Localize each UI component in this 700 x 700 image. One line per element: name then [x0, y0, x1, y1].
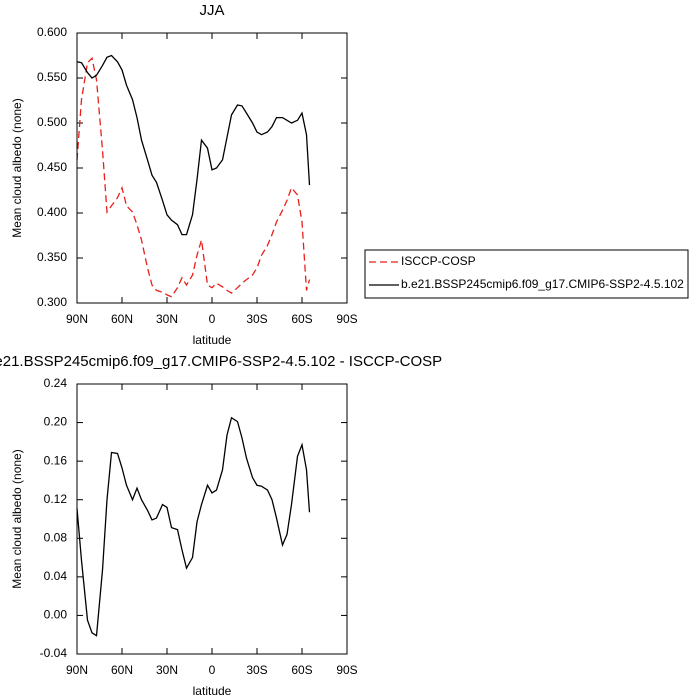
y-tick-label: 0.04: [44, 569, 68, 583]
chart-title: b.e21.BSSP245cmip6.f09_g17.CMIP6-SSP2-4.…: [0, 353, 442, 370]
y-tick-label: 0.350: [37, 250, 67, 264]
x-axis-label: latitude: [193, 684, 232, 698]
x-tick-label: 60S: [291, 663, 312, 677]
chart-title: JJA: [199, 2, 224, 19]
x-tick-label: 90S: [336, 312, 357, 326]
y-tick-label: 0.400: [37, 205, 67, 219]
plot-frame: [76, 383, 348, 655]
y-tick-label: 0.16: [44, 453, 68, 467]
x-tick-label: 30S: [246, 663, 267, 677]
y-axis-label: Mean cloud albedo (none): [10, 98, 24, 237]
x-tick-label: 0: [209, 312, 216, 326]
y-tick-label: 0.24: [44, 376, 68, 390]
x-tick-label: 30S: [246, 312, 267, 326]
x-tick-label: 60N: [111, 663, 133, 677]
x-tick-label: 30N: [156, 663, 178, 677]
y-tick-label: 0.500: [37, 115, 67, 129]
x-tick-label: 90N: [66, 663, 88, 677]
y-tick-label: 0.550: [37, 70, 67, 84]
y-tick-label: 0.08: [44, 530, 68, 544]
series-line: [76, 56, 311, 298]
x-tick-label: 60N: [111, 312, 133, 326]
plot-frame: [76, 32, 348, 304]
legend: ISCCP-COSP b.e21.BSSP245cmip6.f09_g17.CMI…: [364, 249, 689, 299]
x-tick-label: 0: [209, 663, 216, 677]
series-line: [76, 416, 311, 637]
y-tick-label: 0.300: [37, 295, 67, 309]
x-tick-label: 90N: [66, 312, 88, 326]
x-tick-label: 90S: [336, 663, 357, 677]
y-tick-label: 0.450: [37, 160, 67, 174]
y-tick-label: -0.04: [40, 646, 68, 660]
y-axis-label: Mean cloud albedo (none): [10, 449, 24, 588]
y-tick-label: 0.00: [44, 608, 68, 622]
y-tick-label: 0.20: [44, 415, 68, 429]
legend-label: ISCCP-COSP: [401, 254, 476, 268]
y-tick-label: 0.600: [37, 25, 67, 39]
x-tick-label: 60S: [291, 312, 312, 326]
x-axis-label: latitude: [193, 333, 232, 347]
series-line: [76, 54, 311, 236]
y-tick-label: 0.12: [44, 492, 68, 506]
legend-label: b.e21.BSSP245cmip6.f09_g17.CMIP6-SSP2-4.…: [401, 277, 684, 291]
x-tick-label: 30N: [156, 312, 178, 326]
legend-frame: [364, 249, 689, 299]
